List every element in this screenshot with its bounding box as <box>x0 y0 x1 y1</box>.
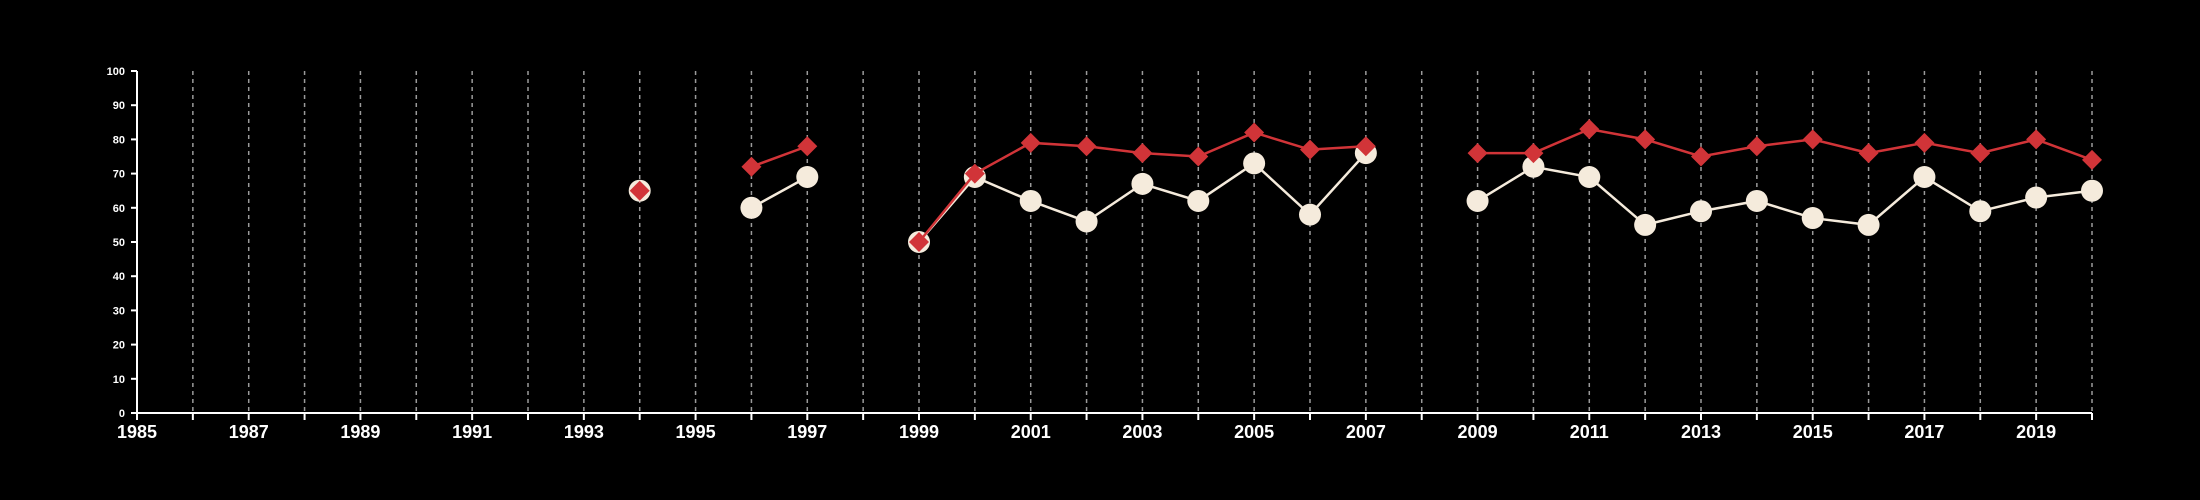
data-point <box>1076 136 1097 157</box>
x-tick-label: 1995 <box>676 422 716 442</box>
data-point <box>1131 172 1154 195</box>
data-point <box>1299 203 1321 226</box>
y-tick-label: 60 <box>113 203 125 215</box>
data-point <box>1914 132 1935 153</box>
data-point <box>1801 207 1824 230</box>
y-tick-label: 100 <box>107 66 125 78</box>
data-point <box>1132 143 1153 164</box>
x-tick-label: 1993 <box>564 422 604 442</box>
x-tick-label: 2001 <box>1011 422 1051 442</box>
data-point <box>2082 149 2102 170</box>
data-point <box>1466 189 1489 212</box>
y-tick-label: 70 <box>113 169 125 181</box>
data-point <box>1522 155 1545 178</box>
x-tick-label: 1997 <box>787 422 827 442</box>
data-point <box>1858 143 1879 164</box>
data-point <box>796 166 819 189</box>
data-point <box>1690 200 1712 223</box>
data-point <box>1188 146 1209 167</box>
data-point <box>2081 179 2103 202</box>
x-tick-label: 1989 <box>340 422 380 442</box>
y-tick-label: 30 <box>113 305 125 317</box>
x-tick-label: 2019 <box>2016 422 2056 442</box>
data-point <box>1244 122 1265 143</box>
y-tick-label: 10 <box>113 374 125 386</box>
y-tick-label: 50 <box>113 237 125 249</box>
data-point <box>797 136 818 157</box>
x-axis-ticks: 1985 1987 1989 1991 1993 1995 1997 1999 2001 2003… <box>117 413 2093 442</box>
series-line <box>1477 127 2093 162</box>
data-point <box>1300 139 1320 160</box>
data-point <box>629 180 650 201</box>
x-tick-label: 2011 <box>1570 422 1609 442</box>
x-tick-label: 1985 <box>117 422 157 442</box>
x-tick-label: 2007 <box>1346 422 1386 442</box>
axes <box>136 71 2092 414</box>
data-point <box>1857 213 1880 236</box>
x-tick-label: 1999 <box>899 422 939 442</box>
x-tick-label: 2005 <box>1234 422 1274 442</box>
x-tick-label: 2015 <box>1793 422 1833 442</box>
data-point <box>1913 166 1936 189</box>
data-point <box>1634 213 1657 236</box>
data-point <box>1020 132 1041 153</box>
data-point <box>1969 200 1992 223</box>
y-tick-label: 80 <box>113 134 125 146</box>
series-diamond <box>629 119 2102 252</box>
y-tick-label: 0 <box>119 408 125 420</box>
y-tick-label: 90 <box>113 100 125 112</box>
data-point <box>1746 136 1767 157</box>
data-point <box>2026 129 2047 150</box>
data-point <box>1745 189 1768 212</box>
y-axis-ticks: 0 10 20 30 40 50 60 70 80 90 100 <box>107 66 137 420</box>
data-point <box>1691 146 1711 167</box>
data-point <box>1579 119 1600 140</box>
data-point <box>1075 210 1098 233</box>
data-point <box>1243 152 1266 175</box>
x-tick-label: 2017 <box>1904 422 1944 442</box>
x-tick-label: 2009 <box>1458 422 1498 442</box>
x-tick-label: 2003 <box>1122 422 1162 442</box>
y-tick-label: 20 <box>113 340 125 352</box>
data-point <box>1802 129 1823 150</box>
data-point <box>1970 143 1991 164</box>
series-circle <box>628 142 2103 253</box>
data-point <box>1635 129 1656 150</box>
series <box>628 119 2103 253</box>
data-point <box>1523 143 1544 164</box>
x-tick-label: 1987 <box>229 422 269 442</box>
data-point <box>1467 143 1488 164</box>
grid-lines <box>192 71 2093 413</box>
y-tick-label: 40 <box>113 271 125 283</box>
data-point <box>1578 166 1601 189</box>
x-tick-label: 2013 <box>1681 422 1721 442</box>
data-point <box>740 196 763 219</box>
x-tick-label: 1991 <box>452 422 492 442</box>
data-point <box>1355 136 1376 157</box>
data-point <box>1019 189 1042 212</box>
data-point <box>2025 186 2048 209</box>
series-line <box>750 145 808 168</box>
series-line <box>1476 165 2093 227</box>
data-point <box>909 232 929 252</box>
data-point <box>964 163 985 184</box>
data-point <box>1187 189 1210 212</box>
data-point <box>741 156 762 177</box>
